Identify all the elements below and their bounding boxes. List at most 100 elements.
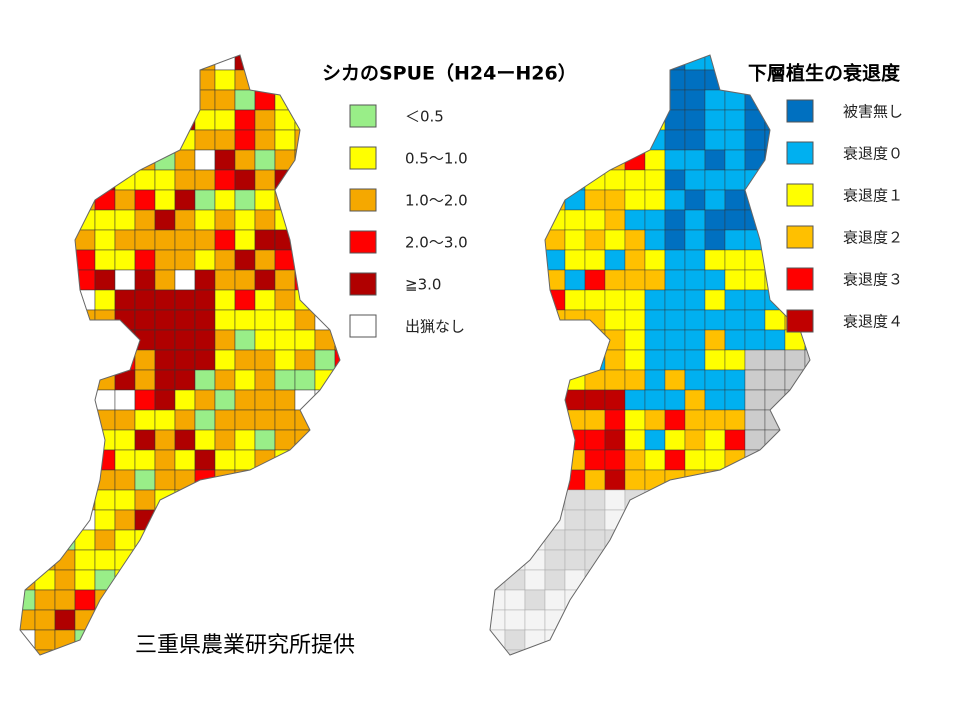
cell: [764, 429, 786, 451]
cell: [564, 649, 586, 655]
cell: [825, 330, 845, 350]
cell: [684, 129, 706, 151]
cell: [490, 509, 506, 531]
cell: [604, 369, 626, 391]
cell: [664, 129, 686, 151]
cell: [825, 230, 845, 250]
cell: [604, 529, 626, 551]
cell: [34, 449, 56, 471]
cell: [34, 629, 56, 651]
cell: [294, 609, 316, 631]
cell: [20, 369, 36, 391]
cell: [604, 469, 626, 491]
cell: [214, 169, 236, 191]
legend-swatch: [349, 230, 377, 254]
cell: [234, 149, 256, 171]
legend-swatch: [349, 104, 377, 128]
cell: [604, 109, 626, 131]
cell: [704, 389, 726, 411]
cell: [234, 269, 256, 291]
cell: [94, 69, 116, 91]
cell: [194, 469, 216, 491]
cell: [254, 429, 276, 451]
cell: [254, 169, 276, 191]
cell: [334, 369, 340, 391]
cell: [314, 149, 336, 171]
cell: [684, 149, 706, 171]
cell: [34, 329, 56, 351]
cell: [624, 369, 646, 391]
cell: [34, 589, 56, 611]
cell: [194, 449, 216, 471]
cell: [194, 529, 216, 551]
cell: [644, 249, 666, 271]
cell: [294, 549, 316, 571]
cell: [54, 609, 76, 631]
cell: [355, 590, 375, 610]
cell: [564, 389, 586, 411]
cell: [804, 649, 810, 655]
cell: [504, 329, 526, 351]
cell: [234, 469, 256, 491]
cell: [274, 169, 296, 191]
cell: [234, 189, 256, 211]
cell: [20, 249, 36, 271]
cell: [274, 269, 296, 291]
cell: [490, 429, 506, 451]
cell: [644, 269, 666, 291]
cell: [274, 109, 296, 131]
cell: [254, 509, 276, 531]
cell: [20, 429, 36, 451]
cell: [584, 69, 606, 91]
cell: [154, 55, 176, 71]
cell: [254, 549, 276, 571]
cell: [254, 229, 276, 251]
cell: [154, 229, 176, 251]
cell: [724, 309, 746, 331]
cell: [234, 169, 256, 191]
cell: [764, 569, 786, 591]
cell: [504, 249, 526, 271]
cell: [134, 549, 156, 571]
cell: [54, 409, 76, 431]
cell: [54, 149, 76, 171]
cell: [684, 509, 706, 531]
cell: [134, 89, 156, 111]
cell: [504, 509, 526, 531]
cell: [174, 209, 196, 231]
cell: [94, 129, 116, 151]
cell: [74, 55, 96, 71]
cell: [825, 410, 845, 430]
cell: [744, 609, 766, 631]
cell: [54, 269, 76, 291]
cell: [94, 109, 116, 131]
cell: [274, 69, 296, 91]
cell: [504, 229, 526, 251]
cell: [604, 229, 626, 251]
cell: [234, 429, 256, 451]
cell: [624, 55, 646, 71]
cell: [744, 349, 766, 371]
cell: [684, 89, 706, 111]
cell: [644, 529, 666, 551]
cell: [54, 489, 76, 511]
cell: [724, 589, 746, 611]
cell: [174, 189, 196, 211]
cell: [34, 249, 56, 271]
cell: [34, 129, 56, 151]
cell: [724, 249, 746, 271]
cell: [664, 69, 686, 91]
cell: [94, 609, 116, 631]
cell: [154, 549, 176, 571]
cell: [490, 149, 506, 171]
cell: [490, 109, 506, 131]
cell: [134, 249, 156, 271]
cell: [74, 649, 96, 655]
cell: [664, 209, 686, 231]
legend-swatch: [786, 267, 814, 291]
cell: [764, 329, 786, 351]
cell: [704, 229, 726, 251]
cell: [664, 149, 686, 171]
cell: [74, 129, 96, 151]
cell: [294, 369, 316, 391]
